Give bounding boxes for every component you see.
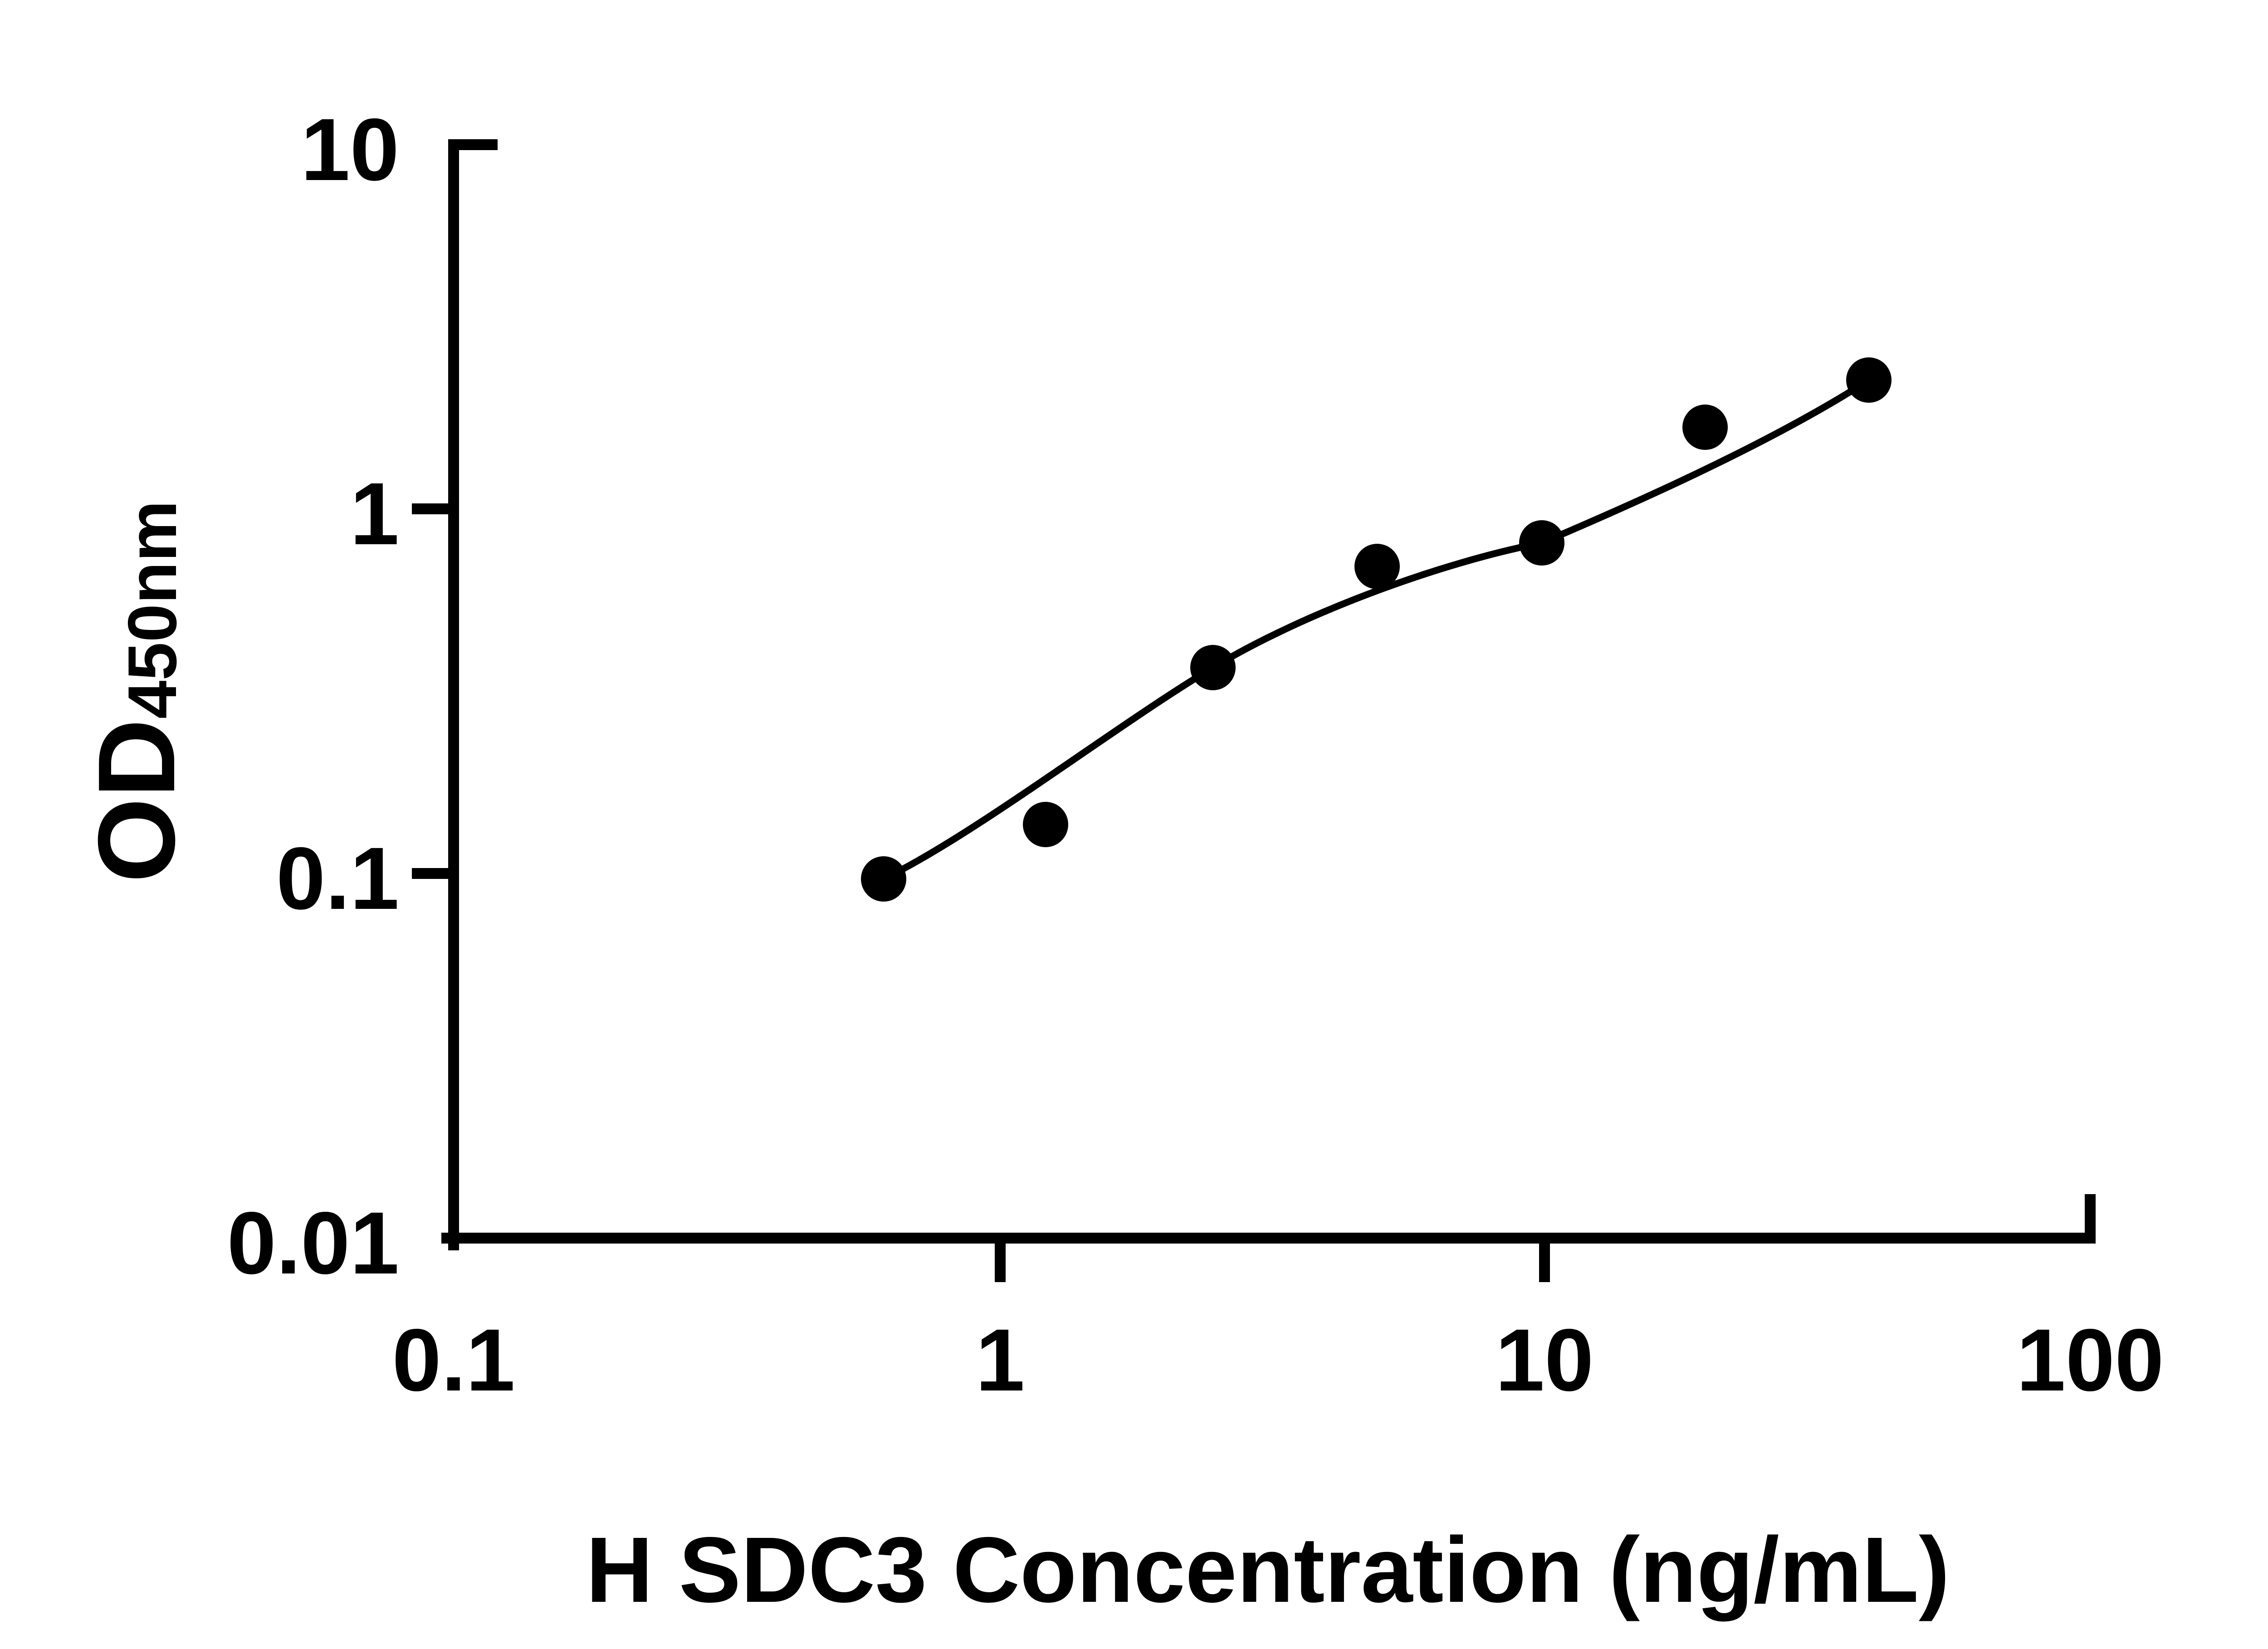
- svg-text:100: 100: [2016, 1311, 2164, 1410]
- svg-text:10: 10: [1496, 1311, 1594, 1410]
- svg-text:0.01: 0.01: [227, 1194, 399, 1293]
- svg-text:H SDC3 Concentration (ng/mL): H SDC3 Concentration (ng/mL): [586, 1518, 1950, 1622]
- svg-text:1: 1: [350, 464, 399, 563]
- svg-text:10: 10: [301, 100, 399, 199]
- svg-text:1: 1: [976, 1311, 1025, 1410]
- svg-text:0.1: 0.1: [276, 829, 399, 928]
- svg-text:0.1: 0.1: [392, 1311, 515, 1410]
